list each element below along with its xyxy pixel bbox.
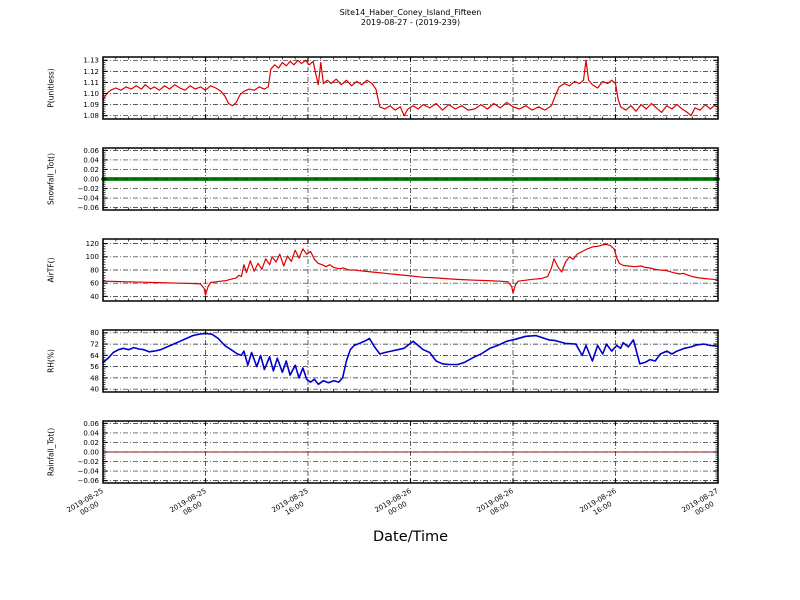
y-tick-label: 1.09: [83, 101, 99, 109]
y-tick-label: 1.11: [83, 79, 99, 87]
chart-subtitle: 2019-08-27 - (2019-239): [360, 18, 461, 27]
y-tick-label: 60: [90, 280, 99, 288]
y-tick-label: 0.06: [83, 420, 99, 428]
y-tick-label: 80: [90, 329, 99, 337]
x-axis-title: Date/Time: [372, 529, 449, 545]
y-tick-label: 48: [90, 374, 99, 382]
y-tick-label: 80: [90, 266, 99, 274]
y-tick-label: −0.02: [78, 458, 99, 466]
chart-title: Site14_Haber_Coney_Island_Fifteen: [339, 8, 482, 17]
y-axis-title-rainfall: Rainfall_Tot(): [46, 427, 56, 477]
y-tick-label: 0.02: [83, 439, 99, 447]
airtf-series-line: [102, 243, 719, 296]
y-tick-label: 40: [90, 386, 99, 394]
y-tick-label: 1.13: [83, 57, 99, 65]
y-tick-label: 1.12: [83, 68, 99, 76]
y-tick-label: 56: [90, 363, 99, 371]
y-tick-label: 0.00: [83, 448, 99, 456]
y-tick-label: −0.04: [78, 194, 100, 202]
y-tick-label: 120: [86, 240, 99, 248]
y-axis-title-p-unitless: P(unitless): [46, 68, 56, 108]
y-tick-label: −0.02: [78, 185, 99, 193]
y-tick-label: 1.10: [83, 90, 99, 98]
y-tick-label: 72: [90, 340, 99, 348]
y-tick-label: 100: [86, 253, 99, 261]
y-tick-label: 1.08: [83, 112, 99, 120]
y-tick-label: 0.06: [83, 147, 99, 155]
y-tick-label: −0.04: [78, 467, 100, 475]
y-tick-label: 0.04: [83, 156, 99, 164]
y-tick-label: −0.06: [78, 204, 100, 212]
y-tick-label: 0.02: [83, 166, 99, 174]
y-tick-label: −0.06: [78, 477, 100, 485]
y-axis-title-rh: RH(%): [46, 349, 56, 373]
y-tick-label: 0.00: [83, 175, 99, 183]
y-tick-label: 40: [90, 293, 99, 301]
p-unitless-series-line: [102, 59, 719, 117]
y-tick-label: 0.04: [83, 429, 99, 437]
y-axis-title-snowfall: Snowfall_Tot(): [46, 152, 56, 206]
y-axis-title-airtf: AirTF(): [46, 257, 56, 283]
y-tick-label: 64: [90, 352, 99, 360]
